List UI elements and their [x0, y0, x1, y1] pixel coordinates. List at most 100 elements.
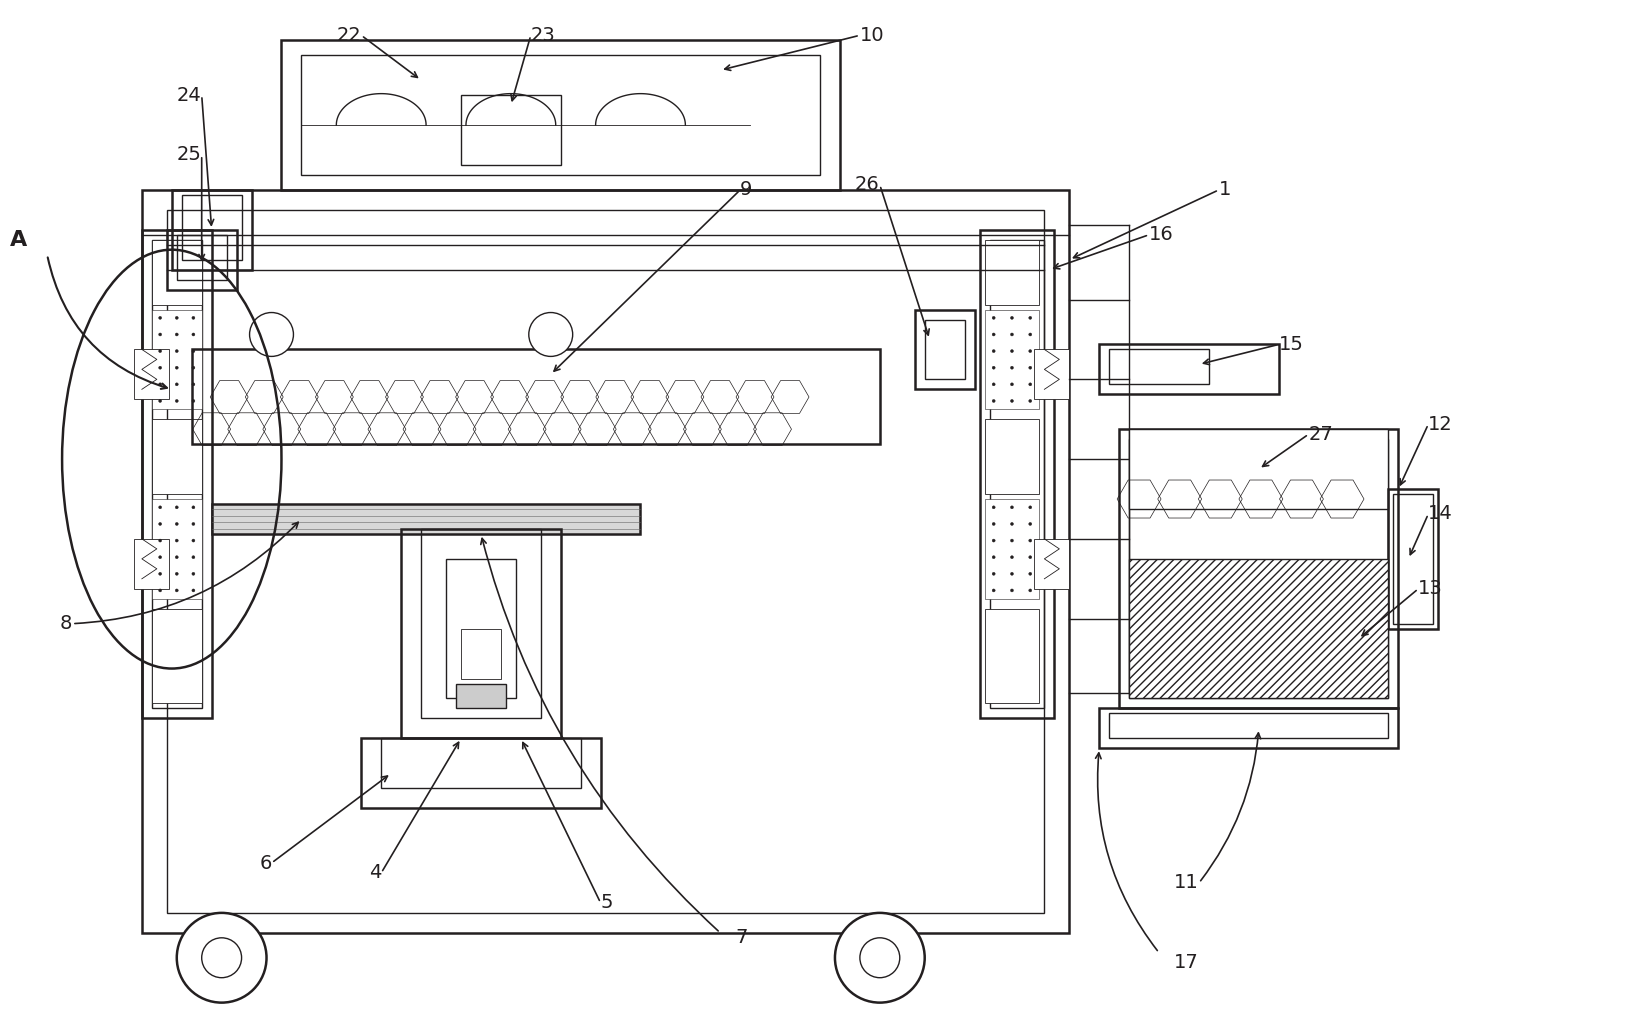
Circle shape — [159, 400, 162, 403]
Text: 26: 26 — [855, 176, 880, 195]
Text: 1: 1 — [1218, 181, 1231, 200]
Bar — [142, 190, 1069, 932]
Circle shape — [992, 572, 996, 575]
Circle shape — [191, 506, 195, 509]
Circle shape — [159, 317, 162, 319]
Bar — [142, 230, 211, 718]
Circle shape — [175, 317, 178, 319]
Circle shape — [159, 382, 162, 385]
Bar — [925, 320, 965, 379]
Circle shape — [528, 313, 572, 356]
Text: 22: 22 — [337, 26, 361, 44]
Circle shape — [1010, 539, 1014, 542]
Bar — [211, 504, 641, 534]
Circle shape — [191, 539, 195, 542]
Bar — [1035, 539, 1069, 589]
Circle shape — [1010, 572, 1014, 575]
Bar — [1109, 713, 1388, 739]
Circle shape — [1028, 400, 1032, 403]
Text: A: A — [10, 230, 28, 250]
Text: 4: 4 — [370, 864, 381, 883]
Circle shape — [177, 913, 267, 1003]
Circle shape — [191, 400, 195, 403]
Circle shape — [1028, 539, 1032, 542]
Text: 25: 25 — [177, 145, 201, 164]
Circle shape — [1010, 366, 1014, 369]
Bar — [301, 55, 821, 175]
Bar — [281, 40, 840, 190]
Text: 11: 11 — [1174, 874, 1198, 892]
Circle shape — [992, 317, 996, 319]
Circle shape — [992, 382, 996, 385]
Circle shape — [1028, 317, 1032, 319]
Bar — [989, 240, 1045, 708]
Text: 6: 6 — [258, 854, 271, 873]
Bar — [1120, 429, 1398, 708]
Circle shape — [1010, 333, 1014, 336]
Bar — [1130, 429, 1388, 509]
Bar — [381, 739, 580, 788]
Bar — [172, 190, 252, 269]
Text: 15: 15 — [1279, 335, 1303, 354]
Circle shape — [1010, 523, 1014, 526]
Bar — [134, 539, 168, 589]
Bar — [1099, 344, 1279, 395]
Circle shape — [992, 333, 996, 336]
Bar — [152, 240, 201, 305]
Circle shape — [191, 349, 195, 352]
Bar — [361, 739, 600, 808]
Bar — [1035, 349, 1069, 400]
Circle shape — [175, 556, 178, 559]
Circle shape — [1028, 366, 1032, 369]
Bar — [401, 529, 561, 739]
Circle shape — [191, 317, 195, 319]
Circle shape — [175, 523, 178, 526]
Bar — [461, 629, 500, 678]
Circle shape — [992, 349, 996, 352]
Bar — [152, 608, 201, 703]
Bar — [456, 683, 505, 708]
Circle shape — [191, 333, 195, 336]
Circle shape — [175, 506, 178, 509]
Circle shape — [1010, 400, 1014, 403]
Circle shape — [835, 913, 925, 1003]
Bar — [1130, 559, 1388, 698]
Circle shape — [159, 589, 162, 592]
Circle shape — [159, 506, 162, 509]
Text: 13: 13 — [1418, 579, 1444, 598]
Circle shape — [1028, 523, 1032, 526]
Circle shape — [992, 506, 996, 509]
Circle shape — [992, 539, 996, 542]
Bar — [1109, 349, 1208, 384]
Text: 9: 9 — [741, 181, 752, 200]
Circle shape — [860, 937, 899, 978]
Circle shape — [1010, 589, 1014, 592]
Bar — [1393, 494, 1434, 624]
Circle shape — [175, 539, 178, 542]
Circle shape — [992, 366, 996, 369]
Circle shape — [1010, 556, 1014, 559]
Circle shape — [175, 400, 178, 403]
Text: 24: 24 — [177, 86, 201, 105]
Bar — [984, 310, 1040, 410]
Bar — [1099, 708, 1398, 749]
Circle shape — [175, 572, 178, 575]
Text: 10: 10 — [860, 26, 885, 44]
Circle shape — [191, 382, 195, 385]
Bar — [979, 230, 1055, 718]
Text: 16: 16 — [1149, 225, 1174, 244]
Circle shape — [175, 382, 178, 385]
Circle shape — [191, 572, 195, 575]
Circle shape — [159, 556, 162, 559]
Text: 17: 17 — [1174, 954, 1198, 973]
Text: 12: 12 — [1429, 415, 1454, 434]
Circle shape — [992, 589, 996, 592]
Bar — [191, 349, 880, 444]
Bar — [1388, 489, 1439, 629]
Circle shape — [175, 333, 178, 336]
Circle shape — [175, 589, 178, 592]
Circle shape — [175, 349, 178, 352]
Circle shape — [1028, 333, 1032, 336]
Circle shape — [159, 539, 162, 542]
Bar — [167, 210, 1045, 913]
